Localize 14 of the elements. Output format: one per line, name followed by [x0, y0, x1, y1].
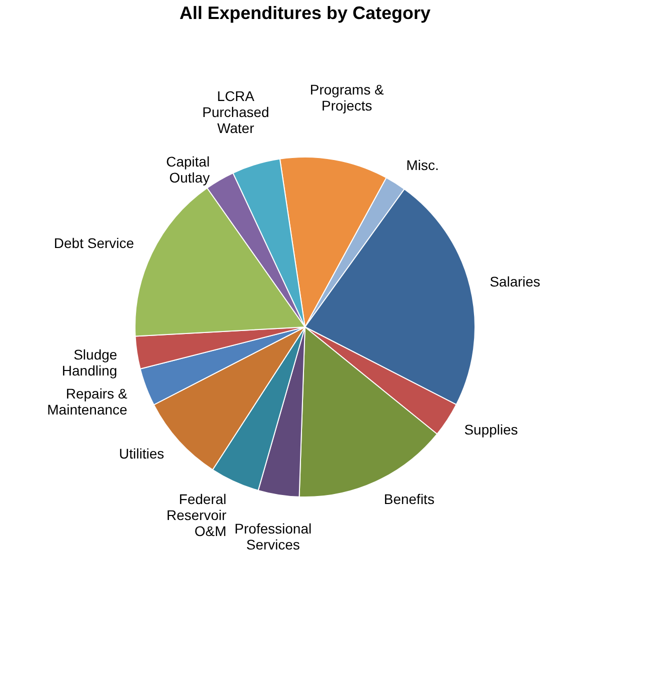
chart-title: All Expenditures by Category — [179, 3, 431, 23]
slice-label: Capital Outlay — [166, 154, 210, 186]
slice-label: Utilities — [119, 446, 164, 462]
slice-label: Misc. — [406, 157, 439, 174]
slice-label: Debt Service — [54, 235, 134, 252]
slice-label: Federal Reservoir O&M — [166, 490, 227, 539]
slice-label: Repairs & Maintenance — [47, 385, 128, 418]
slice-label: Professional Services — [234, 520, 312, 552]
slice-label: Sludge Handling — [62, 346, 118, 379]
slice-label: Supplies — [464, 422, 518, 438]
slice-label: Programs & Projects — [310, 82, 384, 114]
slice-label: LCRA Purchased Water — [202, 88, 270, 136]
slice-label: Benefits — [384, 490, 434, 507]
slice-label: Salaries — [490, 274, 540, 290]
